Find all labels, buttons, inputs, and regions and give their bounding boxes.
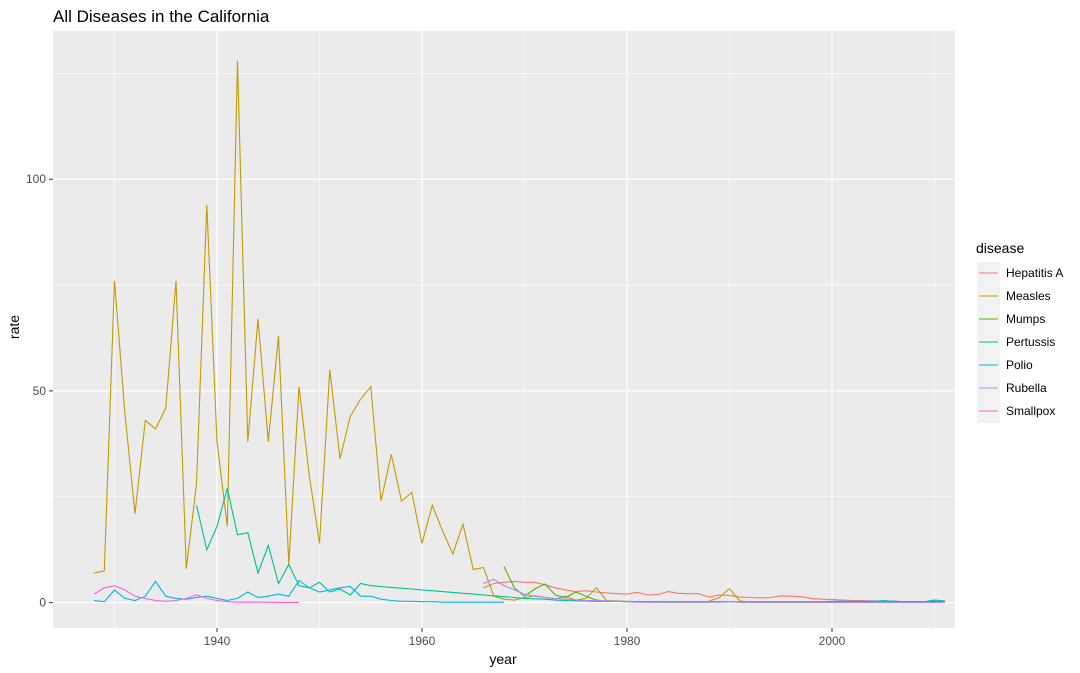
y-axis: 0 50 100 bbox=[26, 172, 53, 610]
x-axis-title: year bbox=[489, 651, 517, 667]
legend-label-pertussis: Pertussis bbox=[1006, 335, 1055, 349]
series-line-smallpox bbox=[93, 585, 299, 603]
x-tick-label: 1940 bbox=[204, 634, 231, 648]
y-axis-title: rate bbox=[6, 315, 22, 339]
series-line-hepatitis-a bbox=[483, 580, 945, 603]
x-tick-label: 1980 bbox=[614, 634, 641, 648]
legend-label-rubella: Rubella bbox=[1006, 381, 1047, 395]
y-tick-label: 50 bbox=[33, 384, 47, 398]
legend-title: disease bbox=[976, 240, 1024, 256]
x-tick-label: 2000 bbox=[819, 634, 846, 648]
series-line-rubella bbox=[483, 578, 945, 603]
x-tick-label: 1960 bbox=[409, 634, 436, 648]
legend-label-measles: Measles bbox=[1006, 289, 1051, 303]
legend-label-smallpox: Smallpox bbox=[1006, 404, 1055, 418]
y-tick-label: 100 bbox=[26, 172, 46, 186]
legend-label-mumps: Mumps bbox=[1006, 312, 1045, 326]
series-line-polio bbox=[93, 579, 504, 603]
legend-label-hepatitis-a: Hepatitis A bbox=[1006, 266, 1063, 280]
legend: disease Hepatitis A Measles Mumps Pertussis… bbox=[976, 240, 1063, 423]
x-axis: 1940 1960 1980 2000 bbox=[204, 628, 846, 648]
plot-panel bbox=[53, 31, 955, 628]
legend-label-polio: Polio bbox=[1006, 358, 1033, 372]
y-tick-label: 0 bbox=[39, 596, 46, 610]
chart-title: All Diseases in the California bbox=[53, 7, 270, 26]
series-lines bbox=[93, 60, 945, 603]
